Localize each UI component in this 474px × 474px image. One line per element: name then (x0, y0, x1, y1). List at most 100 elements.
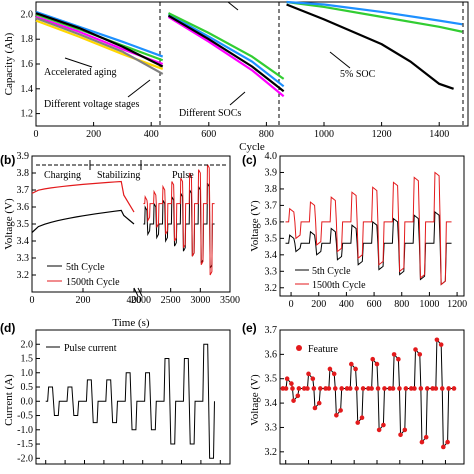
panel-b-label: (b) (0, 153, 15, 167)
e-ytick-label-0: 3.2 (265, 447, 278, 458)
a-series-9 (167, 12, 285, 80)
e-feature-point-21 (334, 412, 339, 418)
e-feature-point-20 (332, 386, 338, 391)
e-feature-point-34 (370, 356, 376, 362)
arrow-accelerated (64, 57, 93, 68)
phase-stabilizing: Stabilizing (97, 170, 140, 181)
panel-c-ylabel: Voltage (V) (249, 200, 261, 252)
c-ytick-label-7: 3.9 (265, 167, 278, 178)
e-feature-point-45 (398, 432, 403, 438)
e-feature-point-42 (391, 352, 397, 357)
b-series-0-pulse (143, 182, 215, 269)
b-xtick-label-4: 2500 (161, 295, 181, 306)
legend-b-1500th: 1500th Cycle (66, 277, 120, 288)
e-feature-point-47 (403, 386, 409, 391)
legend-c-5th: 5th Cycle (312, 266, 351, 277)
a-xtick-label-7: 1400 (429, 129, 449, 140)
e-feature-point-0 (280, 386, 286, 391)
e-feature-point-28 (354, 386, 359, 391)
a-xtick-label-1: 200 (86, 129, 101, 140)
b-xtick-label-0: 0 (30, 295, 35, 306)
e-feature-point-6 (295, 393, 301, 399)
e-feature-point-37 (376, 427, 382, 433)
legend-b-5th: 5th Cycle (66, 262, 105, 273)
b-xtick-label-2: 400 (127, 295, 142, 306)
e-feature-point-10 (306, 371, 311, 377)
a-xtick-label-3: 600 (201, 129, 216, 140)
e-feature-point-50 (413, 347, 418, 352)
d-ytick-label-2: -1.0 (17, 425, 33, 436)
phase-charging: Charging (44, 170, 81, 181)
e-ytick-label-2: 3.4 (265, 398, 278, 409)
e-feature-point-32 (366, 386, 371, 391)
e-ytick-label-4: 3.6 (265, 349, 278, 360)
annotation-voltage-stages: Different voltage stages (44, 99, 139, 110)
c-ytick-label-3: 3.5 (265, 233, 278, 244)
d-ytick-label-7: 1.5 (21, 354, 34, 365)
e-feature-point-61 (441, 444, 446, 450)
e-feature-point-27 (353, 366, 358, 372)
a-series-10 (286, 3, 454, 90)
annotation-5pct-soc: 5% SOC (340, 69, 376, 80)
b-ytick-label-7: 3.9 (17, 151, 30, 162)
a-series-6 (167, 15, 285, 98)
e-feature-point-55 (424, 386, 430, 391)
b-axis-break-2 (137, 287, 143, 297)
panel-b-ylabel: Voltage (V) (3, 198, 15, 250)
e-feature-point-26 (349, 361, 354, 367)
b-ytick-label-4: 3.6 (17, 202, 30, 213)
phase-pulse: Pulse (172, 170, 194, 181)
e-feature-point-33 (369, 386, 374, 391)
a-series-8 (167, 14, 285, 93)
e-feature-point-4 (290, 386, 295, 391)
e-feature-point-46 (402, 427, 408, 433)
c-series-1 (285, 171, 452, 286)
e-feature-point-17 (326, 386, 332, 391)
e-feature-point-13 (312, 405, 318, 411)
e-feature-point-44 (397, 386, 402, 391)
a-ytick-label-2: 1.6 (21, 59, 34, 70)
c-ytick-label-6: 3.8 (265, 184, 278, 195)
e-feature-point-16 (323, 386, 328, 391)
panel-d-frame (35, 329, 231, 465)
b-xtick-label-3: 2000 (131, 295, 151, 306)
b-ytick-label-1: 3.3 (17, 253, 30, 264)
d-ytick-label-6: 1.0 (21, 368, 34, 379)
a-xtick-label-0: 0 (34, 129, 39, 140)
c-series-0 (285, 210, 452, 286)
e-feature-point-59 (438, 342, 444, 347)
panel-c: (c) 3.2 3.3 3.4 3.5 3.6 3.7 3.8 3.9 4.0 0 200 400 60… (242, 151, 467, 310)
e-feature-point-3 (289, 381, 294, 386)
a-xtick-label-5: 1000 (314, 129, 334, 140)
e-feature-point-51 (417, 352, 423, 357)
e-ytick-label-5: 3.7 (265, 325, 278, 336)
e-feature-point-23 (339, 386, 344, 391)
b-xtick-label-6: 3500 (220, 295, 240, 306)
legend-c-1500th: 1500th Cycle (312, 280, 366, 291)
e-feature-point-53 (419, 439, 425, 445)
e-ytick-label-3: 3.5 (265, 374, 278, 385)
legend-d-pulse-current: Pulse current (64, 343, 117, 354)
panel-d-ylabel: Current (A) (3, 374, 15, 426)
c-ytick-label-8: 4.0 (265, 151, 278, 162)
c-ytick-label-5: 3.7 (265, 200, 278, 211)
e-feature-point-36 (375, 386, 381, 391)
a-xtick-label-6: 1200 (372, 129, 392, 140)
e-feature-point-30 (359, 415, 365, 421)
e-feature-point-60 (439, 386, 445, 391)
b-series-1-pulse (143, 164, 215, 276)
d-ytick-label-1: -1.5 (17, 439, 33, 450)
a-ytick-label-1: 1.4 (21, 84, 34, 95)
e-feature-point-7 (296, 386, 302, 391)
e-feature-point-22 (338, 408, 343, 413)
b-xtick-label-5: 3000 (190, 295, 210, 306)
panel-b-xlabel: Time (s) (112, 317, 150, 329)
e-feature-point-39 (382, 386, 387, 391)
e-feature-point-31 (360, 386, 366, 391)
a-ytick-label-3: 1.8 (21, 34, 34, 45)
b-ytick-label-3: 3.5 (17, 219, 30, 230)
e-feature-point-19 (331, 371, 337, 377)
a-series-12 (286, 0, 463, 26)
